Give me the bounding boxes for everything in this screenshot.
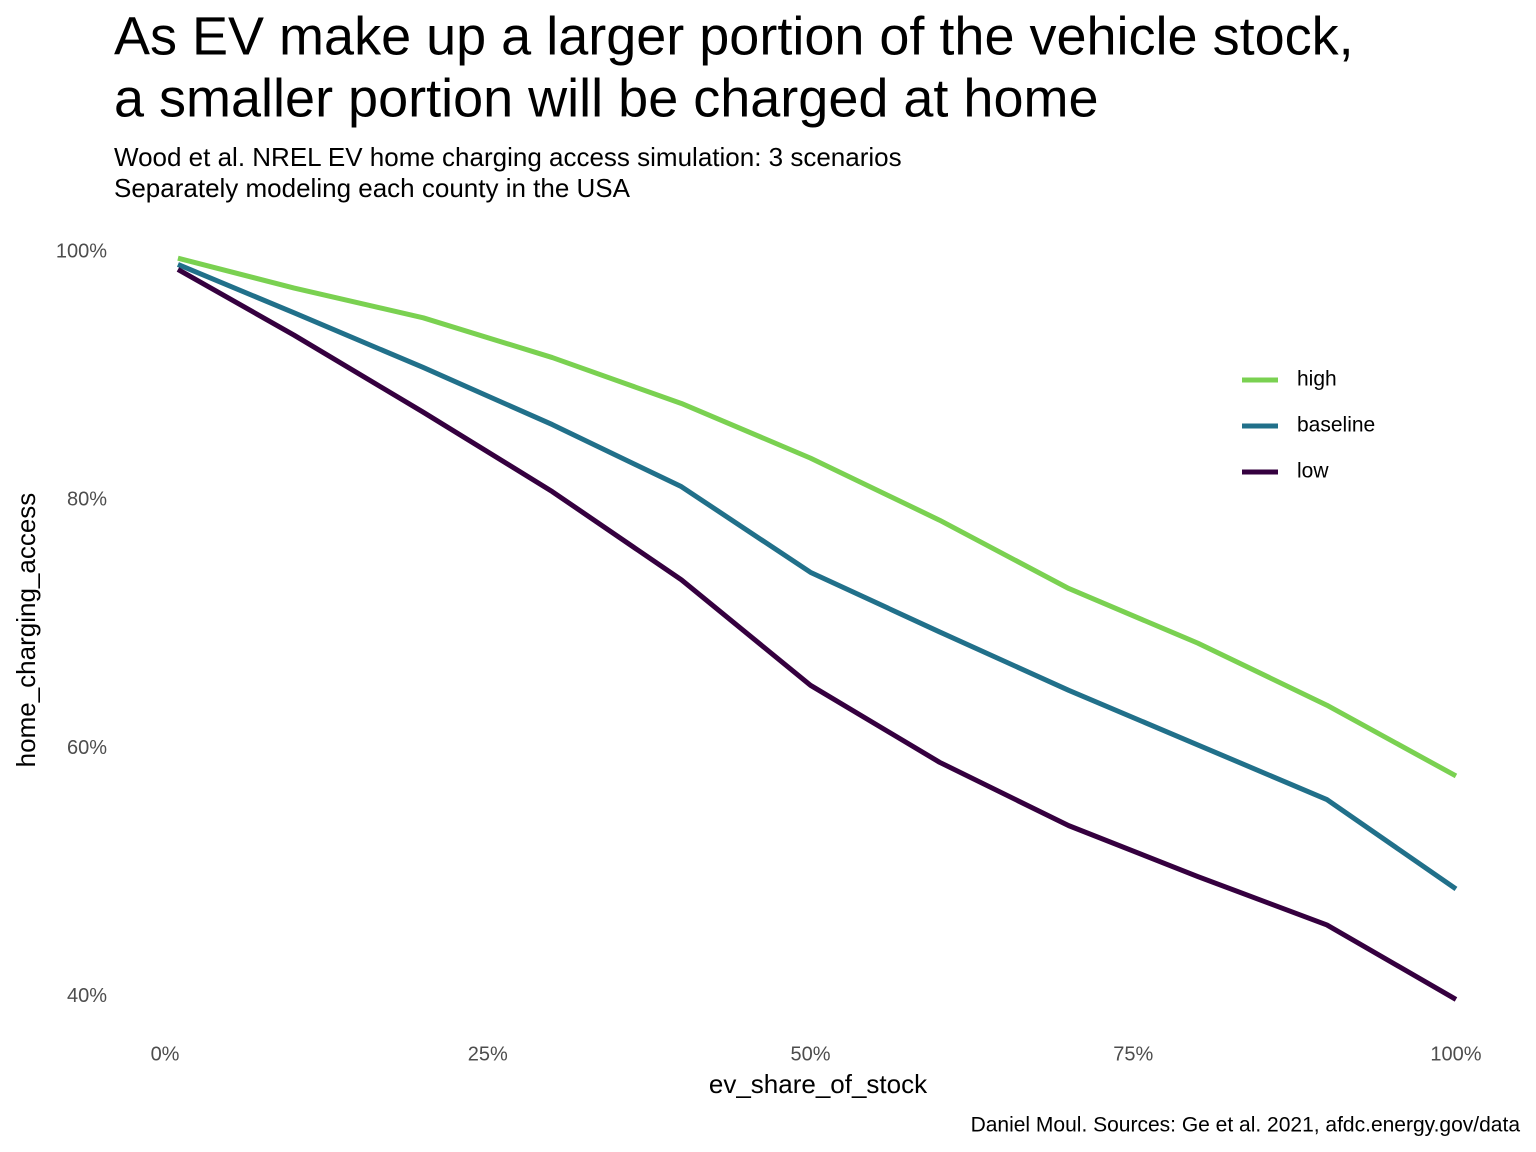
- y-tick-label: 60%: [67, 737, 107, 759]
- x-tick-label: 50%: [790, 1043, 830, 1065]
- caption: Daniel Moul. Sources: Ge et al. 2021, af…: [971, 1114, 1521, 1137]
- chart-title: a smaller portion will be charged at hom…: [114, 68, 1099, 128]
- line-series: [177, 255, 1458, 779]
- y-axis-title: home_charging_access: [11, 493, 41, 768]
- legend-label: low: [1297, 460, 1329, 483]
- chart-subtitle: Separately modeling each county in the U…: [114, 173, 631, 203]
- x-tick-label: 100%: [1430, 1043, 1481, 1065]
- x-tick-label: 0%: [151, 1043, 180, 1065]
- legend-label: baseline: [1297, 414, 1375, 437]
- chart-title: As EV make up a larger portion of the ve…: [114, 6, 1354, 66]
- x-tick-label: 75%: [1113, 1043, 1153, 1065]
- x-axis-title: ev_share_of_stock: [709, 1069, 928, 1099]
- chart-subtitle: Wood et al. NREL EV home charging access…: [114, 142, 902, 172]
- y-tick-label: 100%: [56, 240, 107, 262]
- line-series: [176, 267, 1458, 1002]
- y-tick-label: 40%: [67, 985, 107, 1007]
- legend-label: high: [1297, 368, 1337, 391]
- y-tick-label: 80%: [67, 489, 107, 511]
- line-series: [176, 262, 1458, 892]
- x-tick-label: 25%: [468, 1043, 508, 1065]
